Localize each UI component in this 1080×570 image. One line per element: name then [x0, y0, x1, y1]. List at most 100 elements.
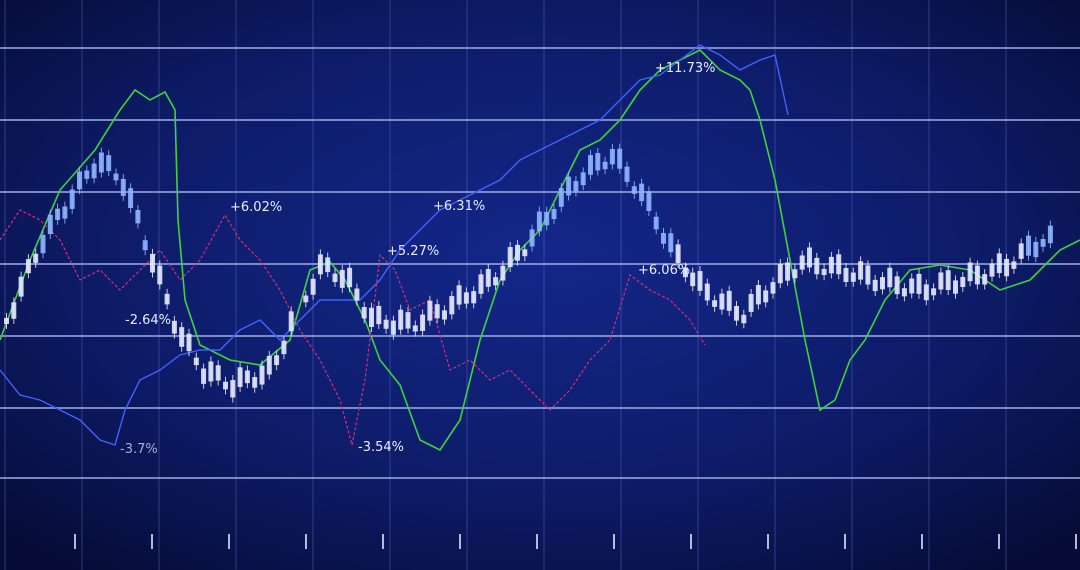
candle-body — [916, 273, 922, 294]
candle-body — [704, 283, 710, 301]
candle-body — [398, 309, 404, 330]
bottom-ticks — [74, 534, 1077, 549]
candle-body — [960, 276, 966, 288]
candle-body — [456, 285, 462, 305]
candle-body — [62, 206, 68, 219]
candle-body — [91, 163, 97, 179]
candle-body — [47, 214, 53, 235]
candle-body — [690, 272, 696, 287]
candle-body — [763, 290, 769, 303]
candle-body — [566, 176, 572, 196]
candle-body — [113, 173, 119, 181]
annotations: +11.73% +6.02% +6.31% +5.27% +6.06% -2.6… — [120, 61, 715, 457]
candle-body — [909, 278, 915, 294]
candle-body — [1040, 239, 1046, 247]
candle-body — [310, 278, 316, 295]
candle-body — [894, 276, 900, 295]
candle-body — [223, 381, 228, 390]
candle-body — [719, 293, 725, 310]
candle-body — [303, 295, 309, 303]
candle-body — [25, 259, 31, 274]
candle-body — [828, 256, 834, 274]
candle-body — [536, 211, 542, 232]
candle-body — [865, 265, 871, 285]
candle-body — [193, 357, 199, 366]
candle-body — [150, 253, 155, 273]
candle-body — [179, 327, 185, 347]
candle-body — [1033, 241, 1039, 258]
candle-body — [347, 267, 353, 288]
candle-body — [558, 188, 564, 207]
candle-body — [1026, 235, 1031, 256]
candle-body — [551, 209, 557, 220]
candle-body — [923, 284, 929, 301]
annotation: +11.73% — [655, 61, 715, 76]
candle-body — [98, 152, 104, 173]
candle-body — [931, 288, 937, 296]
candle-body — [442, 310, 447, 320]
annotation: +5.27% — [387, 244, 439, 259]
candle-body — [967, 262, 973, 282]
candle-body — [274, 355, 280, 366]
candle-body — [405, 312, 411, 329]
candle-body — [573, 181, 579, 192]
candle-body — [493, 277, 499, 286]
candle-body — [390, 320, 396, 335]
candle-body — [420, 314, 426, 332]
candle-body — [186, 333, 192, 352]
candle-body — [982, 274, 988, 285]
candle-body — [748, 293, 754, 312]
candle-body — [412, 325, 418, 332]
candle-body — [33, 253, 39, 263]
candle-body — [120, 178, 126, 196]
candle-body — [661, 232, 666, 244]
candle-body — [938, 272, 944, 290]
candle-body — [1018, 243, 1024, 259]
candle-body — [317, 254, 323, 275]
annotation: -2.64% — [125, 313, 171, 328]
candle-body — [332, 273, 338, 283]
candle-body — [208, 361, 214, 382]
candle-body — [128, 188, 134, 208]
candle-body — [734, 306, 739, 321]
candle-body — [945, 270, 951, 291]
candle-body — [624, 166, 630, 182]
annotation: -3.7% — [120, 442, 158, 457]
annotation: +6.31% — [433, 199, 485, 214]
candle-body — [529, 229, 535, 247]
candle-body — [266, 355, 272, 375]
candle-body — [449, 296, 455, 315]
candle-body — [361, 307, 367, 319]
candle-body — [770, 282, 776, 294]
candle-body — [792, 269, 798, 279]
candle-body — [996, 253, 1002, 274]
candle-body — [843, 268, 849, 283]
candle-body — [84, 170, 90, 179]
candle-body — [427, 300, 433, 321]
candle-body — [821, 268, 827, 276]
candle-body — [755, 284, 761, 305]
candle-body — [953, 280, 958, 294]
candle-body — [77, 171, 82, 190]
candle-body — [777, 263, 783, 284]
candle-body — [1004, 258, 1010, 277]
candle-body — [230, 380, 236, 398]
candle-body — [858, 261, 864, 280]
candle-body — [989, 263, 995, 277]
candle-body — [682, 267, 688, 278]
candle-body — [354, 288, 360, 301]
candle-body — [697, 271, 703, 291]
candle-body — [157, 265, 163, 285]
candle-body — [339, 269, 345, 288]
candle-body — [18, 276, 24, 297]
candle-body — [588, 155, 593, 175]
candle-body — [646, 191, 652, 211]
candle-body — [259, 365, 265, 385]
candle-body — [164, 293, 170, 305]
candle-body — [609, 148, 615, 165]
candle-body — [434, 304, 440, 319]
candle-body — [142, 240, 148, 251]
candle-body — [40, 234, 46, 254]
candle-body — [799, 255, 805, 270]
